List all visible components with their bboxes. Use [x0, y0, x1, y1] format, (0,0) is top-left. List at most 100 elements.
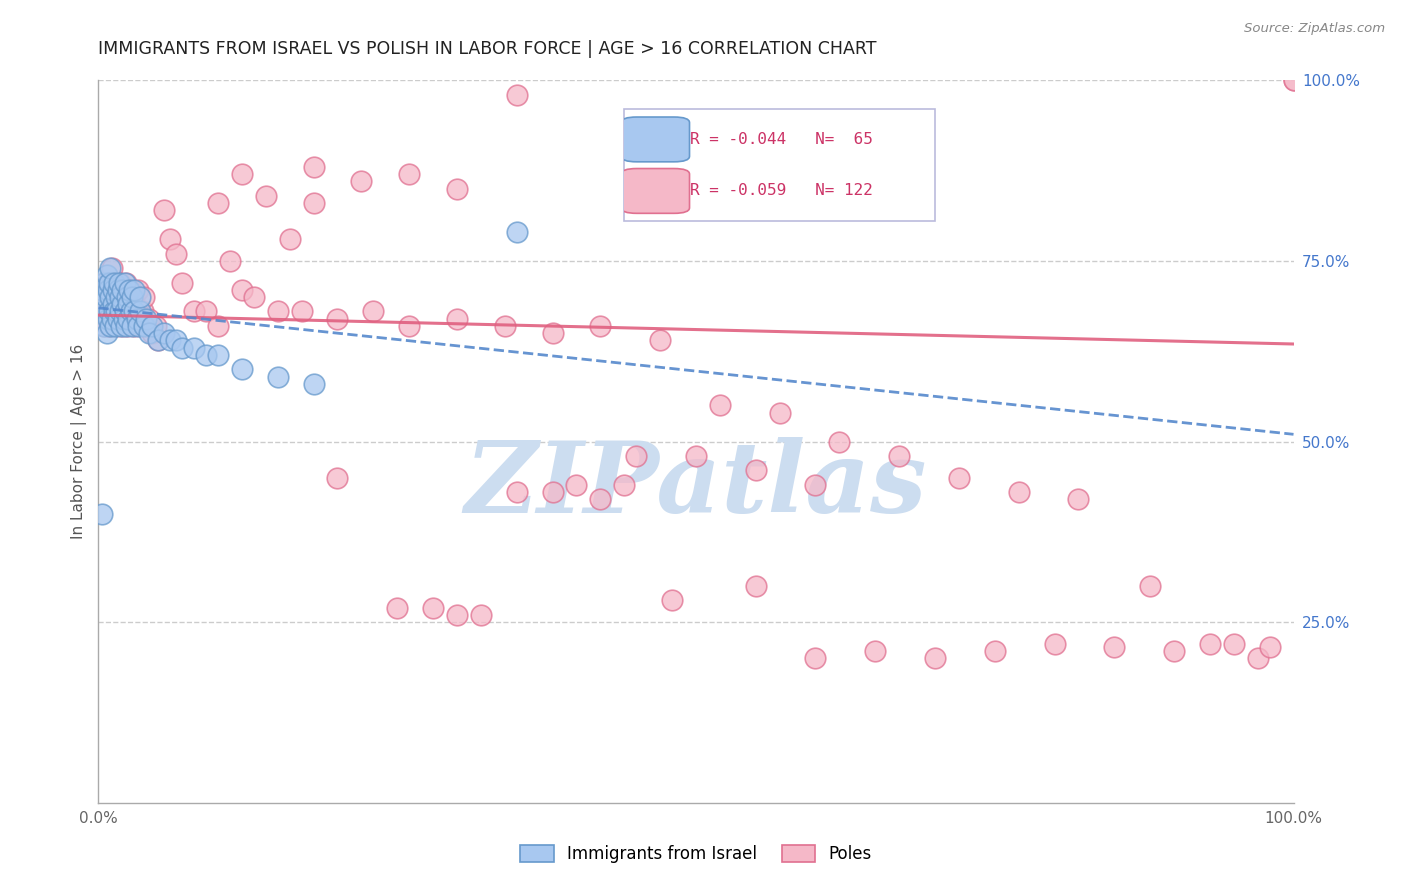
- Point: [91, 283, 114, 297]
- Point: [120, 304, 142, 318]
- Point: [828, 434, 851, 449]
- Point: [541, 326, 564, 340]
- Point: [98, 290, 122, 304]
- Point: [97, 311, 120, 326]
- Point: [91, 304, 114, 318]
- Point: [948, 470, 970, 484]
- Point: [129, 304, 152, 318]
- Point: [172, 341, 194, 355]
- Point: [195, 348, 218, 362]
- Point: [589, 492, 612, 507]
- Point: [648, 334, 672, 348]
- Point: [172, 276, 194, 290]
- Point: [153, 203, 176, 218]
- Point: [183, 304, 205, 318]
- Point: [98, 290, 121, 304]
- Point: [107, 311, 129, 326]
- Point: [141, 318, 163, 333]
- Point: [302, 196, 325, 211]
- Point: [107, 304, 129, 318]
- Point: [117, 311, 139, 326]
- Point: [207, 318, 229, 333]
- Point: [363, 304, 385, 318]
- Point: [1067, 492, 1090, 507]
- Point: [125, 304, 148, 318]
- Point: [267, 369, 290, 384]
- Point: [98, 276, 121, 290]
- Point: [115, 290, 138, 304]
- Point: [135, 311, 157, 326]
- Point: [132, 318, 155, 333]
- Point: [135, 318, 157, 333]
- Point: [159, 232, 181, 246]
- Point: [506, 225, 529, 239]
- Point: [105, 304, 128, 318]
- Point: [231, 167, 253, 181]
- Point: [267, 304, 290, 318]
- Point: [1043, 637, 1066, 651]
- Point: [231, 283, 253, 297]
- Point: [291, 304, 314, 318]
- Point: [108, 304, 131, 318]
- Point: [243, 290, 266, 304]
- Point: [111, 283, 134, 297]
- Point: [1008, 485, 1031, 500]
- Point: [125, 311, 148, 326]
- Point: [1282, 73, 1305, 87]
- Point: [98, 304, 122, 318]
- Point: [101, 283, 124, 297]
- Point: [183, 341, 205, 355]
- Point: [506, 87, 529, 102]
- Point: [626, 449, 648, 463]
- Point: [148, 334, 170, 348]
- Point: [101, 297, 124, 311]
- Point: [100, 290, 122, 304]
- Point: [114, 304, 136, 318]
- Point: [446, 311, 468, 326]
- Point: [94, 311, 117, 326]
- Point: [1223, 637, 1246, 651]
- Point: [129, 311, 152, 326]
- Point: [110, 290, 132, 304]
- Point: [127, 318, 149, 333]
- Point: [96, 268, 118, 283]
- Point: [231, 362, 253, 376]
- Point: [105, 290, 128, 304]
- Point: [107, 283, 129, 297]
- Point: [98, 318, 122, 333]
- Point: [124, 290, 146, 304]
- Point: [219, 253, 242, 268]
- Point: [613, 478, 636, 492]
- Text: Source: ZipAtlas.com: Source: ZipAtlas.com: [1244, 22, 1385, 36]
- Point: [111, 297, 134, 311]
- Point: [117, 297, 139, 311]
- Point: [804, 478, 827, 492]
- Text: ZIPatlas: ZIPatlas: [465, 437, 927, 533]
- Point: [117, 311, 139, 326]
- Point: [96, 326, 118, 340]
- Point: [118, 283, 141, 297]
- Point: [148, 334, 170, 348]
- Point: [93, 276, 115, 290]
- Point: [111, 297, 134, 311]
- Point: [96, 297, 118, 311]
- Point: [924, 651, 946, 665]
- Point: [138, 311, 160, 326]
- Point: [153, 326, 176, 340]
- Point: [107, 283, 129, 297]
- Point: [589, 318, 612, 333]
- Point: [103, 304, 125, 318]
- Point: [1258, 640, 1281, 655]
- Point: [105, 318, 128, 333]
- Point: [124, 304, 146, 318]
- Point: [91, 507, 114, 521]
- Point: [685, 449, 707, 463]
- Point: [165, 246, 187, 260]
- Point: [100, 261, 122, 276]
- Point: [120, 283, 142, 297]
- Y-axis label: In Labor Force | Age > 16: In Labor Force | Age > 16: [72, 344, 87, 539]
- Point: [115, 318, 138, 333]
- Point: [278, 232, 301, 246]
- Point: [108, 290, 131, 304]
- Point: [565, 478, 588, 492]
